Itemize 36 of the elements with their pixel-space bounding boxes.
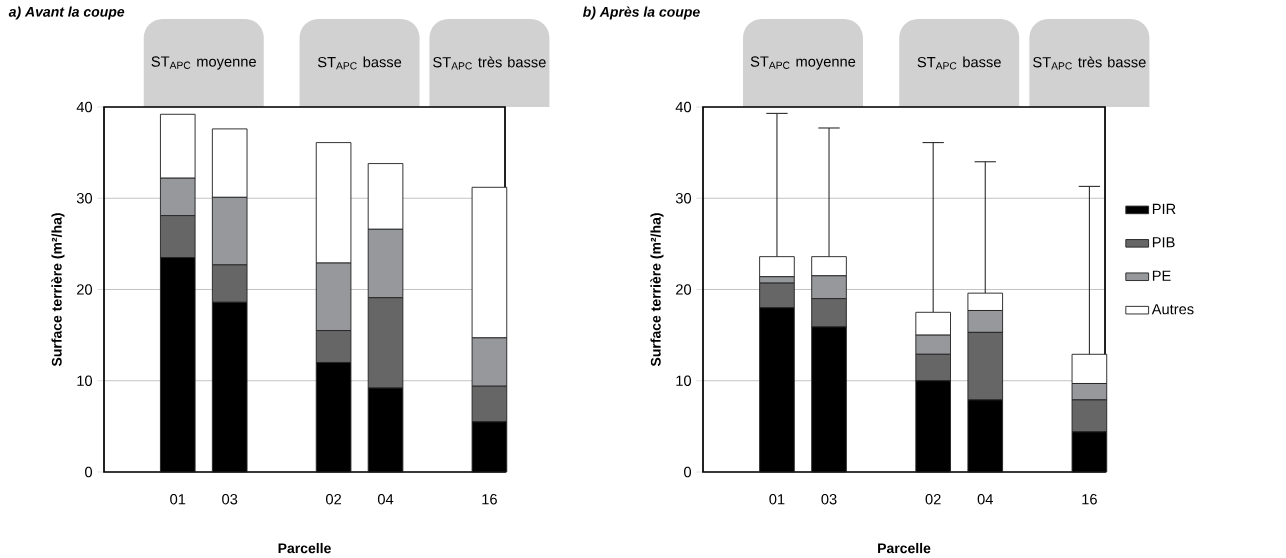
legend-label: PIR — [1152, 204, 1176, 215]
chart-title: a) Avant la coupe — [8, 6, 125, 20]
y-tick-label: 10 — [676, 375, 692, 387]
text: ST$_{APC}$ moyenne — [151, 56, 256, 70]
x-axis-title: Parcelle — [878, 543, 931, 554]
x-tick-label: 03 — [821, 494, 837, 505]
y-tick-label: 20 — [77, 284, 93, 295]
text: ST$_{APC}$ très basse — [1033, 56, 1146, 70]
text: ST$_{APC}$ basse — [317, 56, 402, 70]
x-tick-label: 03 — [222, 494, 238, 505]
y-tick-label: 40 — [675, 101, 692, 113]
x-tick-label: 01 — [769, 494, 785, 505]
chart-title: b) Après la coupe — [582, 6, 700, 20]
y-tick-label: 40 — [76, 101, 93, 113]
y-tick-label: 30 — [675, 193, 692, 204]
x-tick-label: 02 — [925, 494, 941, 505]
x-tick-label: 16 — [482, 494, 497, 505]
text: ST$_{APC}$ basse — [917, 56, 1001, 70]
x-tick-label: 16 — [1082, 494, 1097, 505]
x-tick-label: 04 — [377, 494, 394, 505]
y-tick-label: 30 — [76, 193, 93, 204]
y-tick-label: 0 — [85, 467, 93, 478]
y-axis-title: Surface terrière (m²/ha) — [51, 213, 65, 367]
x-tick-label: 04 — [977, 494, 993, 505]
y-tick-label: 0 — [684, 467, 692, 478]
y-tick-label: 10 — [77, 375, 93, 387]
text: ST$_{APC}$ très basse — [433, 56, 546, 70]
x-axis-title: Parcelle — [278, 543, 331, 554]
legend-label: Autres — [1151, 304, 1194, 315]
y-axis-title: Surface terrière (m²/ha) — [650, 213, 664, 367]
legend-label: PIB — [1152, 237, 1175, 248]
x-tick-label: 02 — [326, 494, 342, 505]
y-tick-label: 20 — [676, 284, 692, 295]
x-tick-label: 01 — [170, 494, 186, 505]
text: ST$_{APC}$ moyenne — [750, 56, 856, 70]
legend-label: PE — [1152, 270, 1171, 281]
